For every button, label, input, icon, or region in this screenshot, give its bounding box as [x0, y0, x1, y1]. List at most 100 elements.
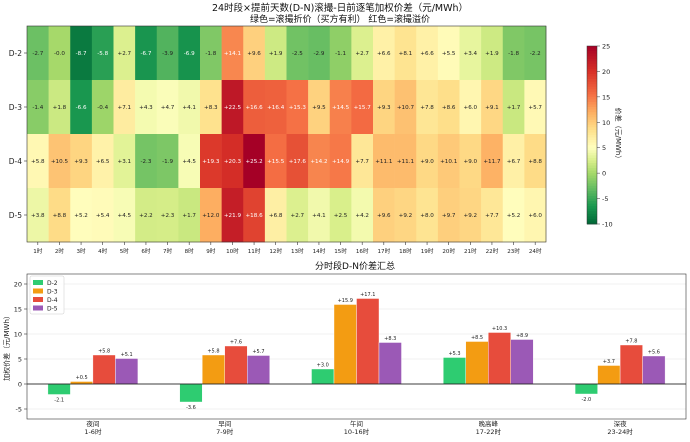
bar-legend: D-2D-3 D-4D-5 [29, 275, 65, 315]
colorbar-segment [587, 190, 597, 194]
heatmap-cell-label: +2.3 [161, 213, 175, 219]
bar-category-label: 夜间 1-6时 [84, 419, 102, 436]
bar [597, 365, 621, 385]
bar [47, 383, 71, 395]
bar-category-label-line: 23-24时 [607, 427, 633, 436]
heatmap-cell [351, 26, 374, 81]
colorbar-segment [587, 96, 597, 100]
colorbar-segment [587, 140, 597, 144]
heatmap-col-label: 24时 [529, 247, 542, 255]
bar-value-label: -2.0 [581, 397, 591, 403]
colorbar-segment [587, 142, 597, 146]
heatmap-col-label: 20时 [442, 247, 455, 255]
heatmap-cell-label: +5.5 [442, 51, 456, 57]
heatmap-cell [351, 188, 374, 243]
bar-value-label: -3.6 [186, 405, 196, 411]
legend-label: D-5 [47, 305, 58, 312]
bar-value-label: +15.9 [338, 298, 353, 304]
bar [378, 342, 402, 385]
heatmap-cell-label: +17.6 [289, 159, 307, 165]
bar-ytick-label: 20 [14, 281, 22, 289]
heatmap-cell-label: +9.3 [74, 159, 88, 165]
heatmap-cell-label: +9.0 [464, 159, 478, 165]
heatmap-cell [178, 188, 201, 243]
bar [619, 344, 643, 385]
heatmap-cell [135, 26, 158, 81]
bar-category-label-line: 10-16时 [344, 427, 370, 436]
heatmap-cell-label: +6.0 [528, 213, 542, 219]
bar-value-label: +8.9 [516, 333, 528, 339]
bar-value-label: +5.7 [252, 349, 264, 355]
heatmap-cell-label: +8.1 [399, 51, 413, 57]
heatmap-cell [264, 134, 287, 189]
bar-value-label: +10.3 [492, 326, 507, 332]
legend-label: D-3 [47, 288, 58, 295]
heatmap-cell [502, 26, 525, 81]
heatmap-cell [459, 26, 482, 81]
heatmap-cell-label: +4.5 [182, 159, 196, 165]
heatmap-cell [437, 188, 460, 243]
heatmap-cell [373, 134, 395, 189]
heatmap-cell-label: -3.9 [162, 51, 173, 57]
heatmap-cell [221, 188, 244, 243]
colorbar-segment [587, 183, 597, 187]
colorbar-segment [587, 170, 597, 174]
heatmap-cell [416, 80, 439, 135]
heatmap-cell-label: +1.8 [53, 105, 67, 111]
heatmap-cell-label: +7.8 [420, 105, 434, 111]
heatmap-cell-label: +9.1 [485, 105, 499, 111]
heatmap-cell [329, 134, 352, 189]
colorbar-segment [587, 208, 597, 212]
heatmap-cell-label: +14.2 [310, 159, 327, 165]
heatmap-cell-label: +2.7 [291, 213, 305, 219]
bar-category-label: 早间 7-9时 [216, 420, 234, 436]
heatmap-axes: D-2 D-3 D-4 D-5 1时 2时 3时 4时 5时 6时 7时 8时 9时 10时 11时 12时 1… [9, 25, 547, 255]
heatmap-cell [394, 188, 417, 243]
heatmap-col-label: 18时 [399, 247, 412, 255]
heatmap-cell [70, 188, 93, 243]
heatmap-col-label: 13时 [291, 247, 304, 255]
heatmap-cell [91, 188, 114, 243]
bar-ytick-label: 5 [18, 356, 22, 364]
heatmap-cell-label: +22.5 [224, 105, 242, 111]
bar-value-label: +17.1 [360, 292, 375, 298]
heatmap-cell-label: -1.8 [205, 51, 216, 57]
colorbar-segment [587, 53, 597, 57]
heatmap-row-label: D-3 [9, 103, 22, 112]
heatmap-cell [200, 26, 222, 81]
heatmap-cell [48, 188, 71, 243]
heatmap-col-label: 15时 [334, 247, 347, 255]
heatmap-cell [308, 188, 331, 243]
heatmap-cell-label: +2.5 [334, 213, 348, 219]
heatmap-cell-label: +14.5 [332, 105, 350, 111]
heatmap-col-label: 12时 [269, 247, 282, 255]
heatmap-cell-label: +1.9 [269, 51, 283, 57]
heatmap-cell [113, 188, 136, 243]
heatmap-cell [373, 26, 395, 81]
heatmap-cell [459, 134, 482, 189]
heatmap-cell [416, 26, 439, 81]
heatmap-cell [113, 134, 136, 189]
heatmap-cell [91, 26, 114, 81]
heatmap-col-label: 3时 [76, 247, 86, 255]
heatmap-cell [264, 80, 287, 135]
heatmap-cell [135, 188, 158, 243]
colorbar-segment [587, 107, 597, 110]
heatmap-cell-label: +11.1 [397, 159, 415, 165]
legend-swatch [33, 305, 43, 311]
bar-category-label-line: 1-6时 [84, 427, 102, 436]
heatmap-cell-label: +9.2 [399, 213, 413, 219]
heatmap-cell-label: +5.7 [528, 105, 542, 111]
heatmap-row-label: D-4 [9, 157, 22, 166]
bar-category-label-line: 午间 [350, 419, 363, 428]
heatmap-cell [481, 134, 504, 189]
colorbar-segment [587, 132, 597, 136]
colorbar-segment [587, 86, 597, 90]
bar [443, 357, 466, 385]
colorbar-segment [587, 196, 597, 199]
colorbar-tick-label: 5 [602, 144, 606, 152]
colorbar-segment [587, 147, 597, 151]
heatmap-col-label: 17时 [377, 247, 390, 255]
bar-frame [26, 273, 687, 420]
colorbar-segment [587, 91, 597, 95]
